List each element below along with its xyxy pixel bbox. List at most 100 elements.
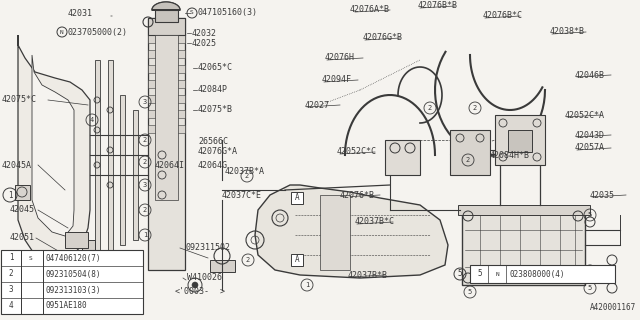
Text: 42032: 42032 bbox=[192, 28, 217, 37]
Polygon shape bbox=[210, 260, 235, 272]
Polygon shape bbox=[148, 18, 185, 35]
Text: 4: 4 bbox=[9, 301, 13, 310]
Polygon shape bbox=[148, 65, 185, 73]
Text: 0951AE180: 0951AE180 bbox=[46, 301, 88, 310]
Polygon shape bbox=[320, 195, 350, 270]
Polygon shape bbox=[95, 60, 100, 255]
Text: 2: 2 bbox=[143, 159, 147, 165]
Text: 1: 1 bbox=[143, 232, 147, 238]
Text: 2: 2 bbox=[466, 157, 470, 163]
Bar bbox=[291, 254, 303, 266]
Text: 092311502: 092311502 bbox=[185, 244, 230, 252]
Text: >: > bbox=[220, 287, 225, 297]
Text: 42076*B: 42076*B bbox=[340, 190, 375, 199]
Text: 42027: 42027 bbox=[305, 100, 330, 109]
Text: 3: 3 bbox=[9, 285, 13, 294]
Text: 42076B*C: 42076B*C bbox=[483, 12, 523, 20]
Polygon shape bbox=[15, 185, 30, 200]
Polygon shape bbox=[148, 35, 185, 43]
Text: 42051: 42051 bbox=[10, 234, 35, 243]
Text: 42084P: 42084P bbox=[198, 85, 228, 94]
Bar bbox=[1, 250, 143, 314]
Polygon shape bbox=[108, 60, 113, 255]
Circle shape bbox=[192, 282, 198, 288]
Text: 1: 1 bbox=[9, 253, 13, 262]
Text: 5: 5 bbox=[477, 269, 483, 278]
Text: N: N bbox=[496, 271, 500, 276]
Text: N: N bbox=[60, 29, 64, 35]
Text: 1: 1 bbox=[305, 282, 309, 288]
Text: 42045: 42045 bbox=[10, 205, 35, 214]
Text: 3: 3 bbox=[143, 182, 147, 188]
Text: <'0003-: <'0003- bbox=[175, 287, 210, 297]
Text: 023808000(4): 023808000(4) bbox=[510, 269, 566, 278]
Polygon shape bbox=[148, 95, 185, 103]
Text: 42035: 42035 bbox=[590, 190, 615, 199]
Polygon shape bbox=[155, 35, 178, 200]
Text: 42076H: 42076H bbox=[325, 53, 355, 62]
Polygon shape bbox=[450, 130, 490, 175]
Text: 047406120(7): 047406120(7) bbox=[46, 253, 102, 262]
Text: 2: 2 bbox=[143, 207, 147, 213]
Text: 42031: 42031 bbox=[68, 10, 93, 19]
Polygon shape bbox=[32, 55, 74, 236]
Polygon shape bbox=[82, 240, 95, 255]
Polygon shape bbox=[148, 125, 185, 133]
Text: 4: 4 bbox=[90, 117, 94, 123]
Text: 42057A: 42057A bbox=[575, 143, 605, 153]
Bar bbox=[470, 265, 615, 283]
Text: S: S bbox=[190, 11, 194, 15]
Text: 42045A: 42045A bbox=[2, 161, 32, 170]
Text: 42052C*C: 42052C*C bbox=[337, 148, 377, 156]
Text: 42046B: 42046B bbox=[575, 70, 605, 79]
Text: 023705000(2): 023705000(2) bbox=[68, 28, 128, 36]
Text: 42075*C: 42075*C bbox=[2, 95, 37, 105]
Text: 5: 5 bbox=[588, 212, 592, 218]
Text: 092313103(3): 092313103(3) bbox=[46, 285, 102, 294]
Polygon shape bbox=[155, 10, 178, 22]
Text: 42076A*B: 42076A*B bbox=[350, 5, 390, 14]
Polygon shape bbox=[508, 130, 532, 152]
Polygon shape bbox=[148, 80, 185, 88]
Ellipse shape bbox=[62, 252, 82, 264]
Text: S: S bbox=[29, 255, 33, 260]
Polygon shape bbox=[152, 2, 180, 10]
Text: W410026: W410026 bbox=[187, 274, 222, 283]
Polygon shape bbox=[18, 35, 90, 262]
Text: 42084H*B: 42084H*B bbox=[490, 150, 530, 159]
Text: 5: 5 bbox=[458, 269, 462, 278]
Text: 42037B*A: 42037B*A bbox=[225, 167, 265, 177]
Text: 42038*B: 42038*B bbox=[550, 28, 585, 36]
Text: 42025: 42025 bbox=[192, 38, 217, 47]
Text: 2: 2 bbox=[428, 105, 432, 111]
Polygon shape bbox=[458, 205, 590, 215]
Text: 42037B*C: 42037B*C bbox=[355, 218, 395, 227]
Polygon shape bbox=[462, 210, 585, 285]
Text: 42037C*E: 42037C*E bbox=[222, 190, 262, 199]
Text: A: A bbox=[294, 255, 300, 265]
Text: 42065*C: 42065*C bbox=[198, 63, 233, 73]
Bar bbox=[291, 192, 303, 204]
Text: 2: 2 bbox=[9, 269, 13, 278]
Text: A: A bbox=[294, 194, 300, 203]
Polygon shape bbox=[148, 110, 185, 118]
Polygon shape bbox=[120, 95, 125, 245]
Text: 2: 2 bbox=[143, 137, 147, 143]
Text: 42043D: 42043D bbox=[575, 131, 605, 140]
Text: 42037B*B: 42037B*B bbox=[348, 270, 388, 279]
Text: 26566C: 26566C bbox=[198, 138, 228, 147]
Text: 2: 2 bbox=[473, 105, 477, 111]
Text: 092310504(8): 092310504(8) bbox=[46, 269, 102, 278]
Text: 1: 1 bbox=[8, 190, 12, 199]
Polygon shape bbox=[255, 185, 448, 278]
Text: A420001167: A420001167 bbox=[589, 303, 636, 312]
Text: 5: 5 bbox=[468, 289, 472, 295]
Text: 42052C*A: 42052C*A bbox=[565, 110, 605, 119]
Polygon shape bbox=[385, 140, 420, 175]
Text: 42075*B: 42075*B bbox=[198, 106, 233, 115]
Polygon shape bbox=[65, 232, 88, 248]
Text: 047105160(3): 047105160(3) bbox=[198, 9, 258, 18]
Text: 2: 2 bbox=[245, 173, 249, 179]
Text: 2: 2 bbox=[246, 257, 250, 263]
Text: 42076G*A: 42076G*A bbox=[198, 148, 238, 156]
